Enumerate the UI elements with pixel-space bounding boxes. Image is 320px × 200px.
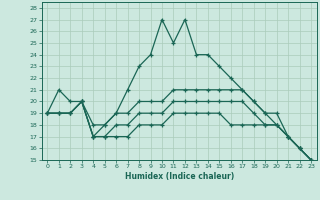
X-axis label: Humidex (Indice chaleur): Humidex (Indice chaleur) (124, 172, 234, 181)
